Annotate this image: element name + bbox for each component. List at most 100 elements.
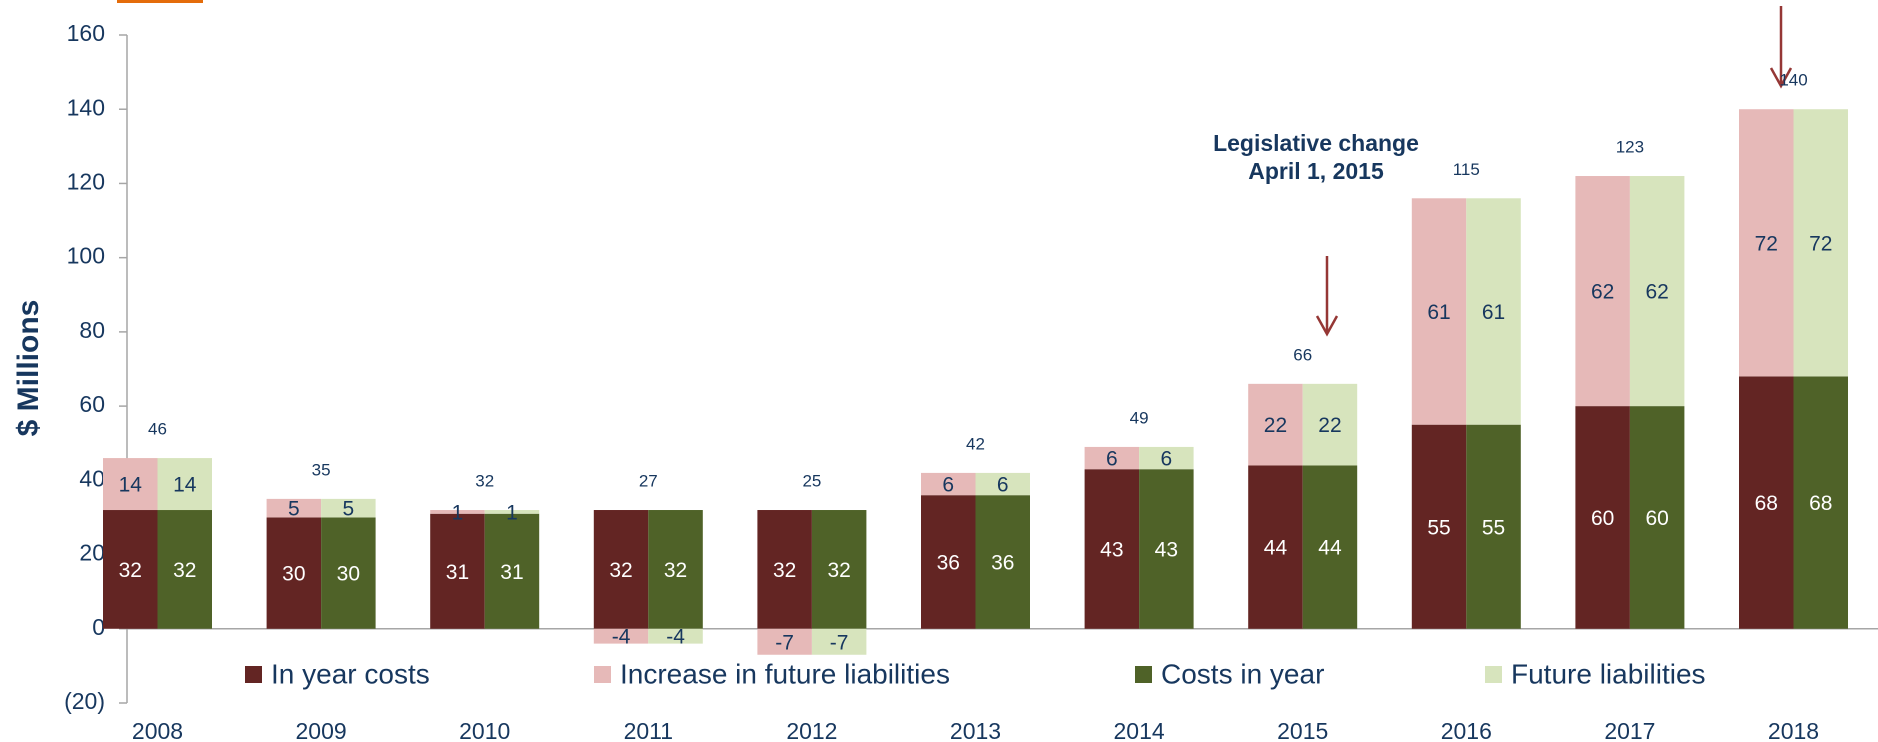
value-label: 14	[119, 474, 143, 497]
total-label: 66	[1293, 345, 1312, 364]
value-label: 68	[1809, 492, 1832, 515]
value-label: 30	[337, 563, 360, 586]
header-mark	[117, 0, 203, 3]
x-tick-label: 2008	[132, 718, 183, 742]
value-label: 72	[1809, 232, 1832, 255]
value-label: 32	[119, 559, 142, 582]
value-label: 5	[288, 498, 300, 521]
bar-segment	[1739, 109, 1794, 377]
value-label: 61	[1482, 301, 1505, 324]
annotation: Legislative change	[1213, 130, 1419, 156]
bar-segment	[1139, 446, 1194, 470]
total-label: 49	[1130, 408, 1149, 427]
bar-segment	[811, 510, 867, 629]
value-label: 43	[1100, 539, 1123, 562]
bar-segment	[1793, 376, 1848, 629]
annotation: April 1, 2015	[1248, 158, 1384, 184]
value-label: 6	[997, 474, 1009, 497]
value-label: 31	[446, 561, 469, 584]
bar-segment	[1411, 198, 1467, 425]
value-label: 22	[1318, 414, 1341, 437]
value-label: 32	[609, 559, 632, 582]
x-tick-label: 2013	[950, 718, 1001, 742]
y-tick-label: 140	[67, 94, 105, 120]
bar-segment	[1629, 406, 1685, 629]
legend-label: Future liabilities	[1511, 658, 1706, 689]
x-tick-label: 2009	[296, 718, 347, 742]
total-label: 115	[1453, 160, 1480, 179]
bar-segment	[1248, 465, 1303, 629]
bar-segment	[921, 472, 976, 496]
bar-segment	[321, 517, 376, 629]
total-label: 27	[639, 472, 658, 491]
value-label: 32	[173, 559, 196, 582]
bar-segment	[1139, 469, 1194, 629]
bar-segment	[1302, 465, 1358, 629]
y-tick-label: 0	[92, 614, 105, 640]
value-label: 14	[173, 474, 197, 497]
value-label: -7	[775, 631, 794, 654]
value-label: -4	[612, 626, 631, 649]
bar-segment	[1248, 383, 1303, 466]
x-tick-label: 2016	[1441, 718, 1492, 742]
bar-segment	[1466, 424, 1521, 629]
value-label: 1	[452, 501, 464, 524]
total-label: 140	[1779, 71, 1807, 90]
bar-segment	[157, 458, 212, 511]
value-label: -7	[830, 631, 849, 654]
value-label: 6	[1161, 448, 1173, 471]
x-tick-label: 2010	[459, 718, 510, 742]
arrow	[1315, 6, 1793, 337]
bar-segment	[975, 495, 1030, 629]
value-label: 61	[1427, 301, 1450, 324]
legend-swatch	[1485, 666, 1502, 683]
y-tick-label: (20)	[64, 688, 105, 714]
y-tick-label: 160	[67, 20, 105, 46]
bar-segment	[593, 628, 649, 644]
bar-segment	[484, 513, 540, 629]
legend-label: In year costs	[271, 658, 430, 689]
bar-segment	[1575, 406, 1630, 629]
y-axis-label: $ Millions	[12, 300, 45, 437]
bar-segment	[430, 513, 485, 629]
bar-segment	[103, 510, 158, 629]
x-tick-label: 2018	[1768, 718, 1819, 742]
y-tick-label: 120	[67, 169, 105, 195]
bar-segment	[1793, 109, 1848, 377]
bar-segment	[266, 517, 322, 629]
value-label: 22	[1264, 414, 1287, 437]
bar-segment	[484, 510, 540, 514]
value-label: 31	[500, 561, 523, 584]
value-label: 32	[827, 559, 850, 582]
bar-segment	[1084, 469, 1140, 629]
legend-swatch	[1135, 666, 1152, 683]
bar-segment	[103, 458, 158, 511]
x-tick-label: 2017	[1604, 718, 1655, 742]
y-tick-label: 40	[79, 465, 105, 491]
value-label: 6	[942, 474, 954, 497]
bar-segment	[811, 628, 867, 655]
value-label: 72	[1755, 232, 1778, 255]
y-tick-label: 100	[67, 243, 105, 269]
x-tick-label: 2011	[624, 718, 673, 742]
bar-segment	[430, 510, 485, 514]
bar-segment	[1302, 383, 1358, 466]
value-label: 44	[1318, 537, 1342, 560]
x-tick-label: 2012	[786, 718, 837, 742]
value-label: 43	[1155, 539, 1178, 562]
value-label: 36	[991, 552, 1014, 575]
value-label: 68	[1755, 492, 1778, 515]
bar-segment	[593, 510, 649, 629]
legend-swatch	[245, 666, 262, 683]
legend-swatch	[594, 666, 611, 683]
value-label: 55	[1482, 516, 1505, 539]
value-label: 1	[506, 501, 518, 524]
bar-segment	[921, 495, 976, 629]
x-tick-label: 2014	[1114, 718, 1165, 742]
total-label: 32	[475, 472, 494, 491]
total-label: 123	[1616, 138, 1644, 157]
bar-segment	[1739, 376, 1794, 629]
bar-segment	[266, 498, 322, 518]
total-label: 42	[966, 434, 985, 453]
total-label: 25	[802, 472, 821, 491]
